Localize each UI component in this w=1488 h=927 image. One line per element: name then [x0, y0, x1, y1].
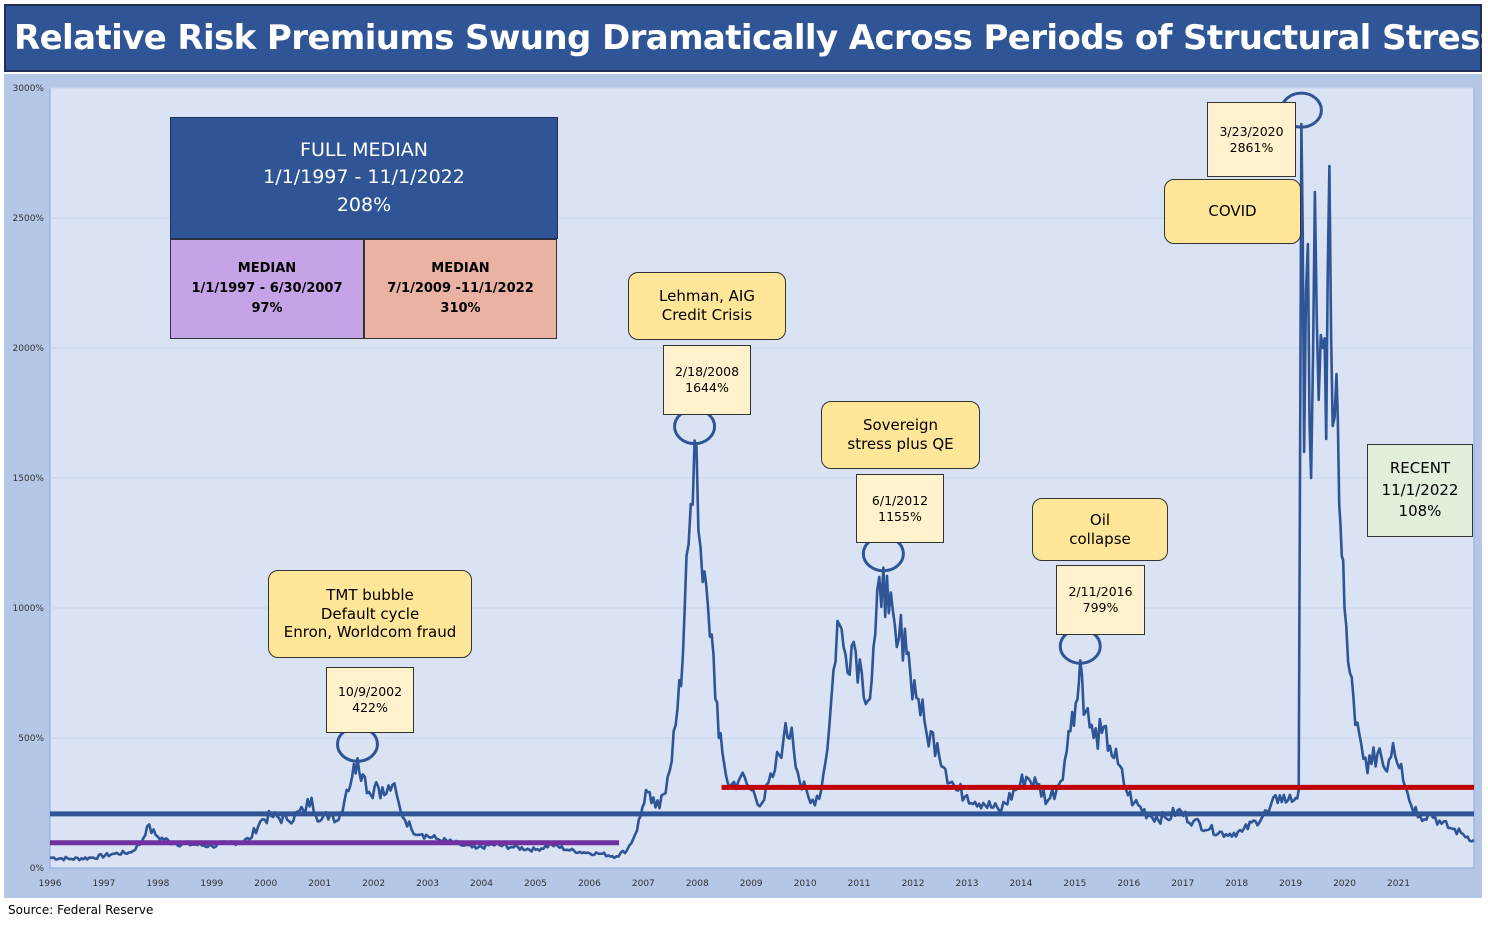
- x-tick-label: 2015: [1063, 879, 1086, 889]
- x-tick-label: 2009: [740, 879, 763, 889]
- y-tick-label: 0%: [30, 864, 45, 874]
- y-tick-label: 3000%: [13, 84, 45, 94]
- covid-callout: COVID: [1164, 179, 1301, 244]
- lehman-callout-line2: Credit Crisis: [661, 306, 753, 324]
- covid-date-box: 3/23/2020 2861%: [1207, 102, 1296, 177]
- recent-value: 108%: [1398, 502, 1442, 521]
- sovereign-value: 1155%: [878, 508, 922, 524]
- x-tick-label: 2001: [308, 879, 331, 889]
- x-tick-label: 1996: [39, 879, 62, 889]
- covid-value: 2861%: [1229, 139, 1274, 155]
- tmt-date-box: 10/9/2002 422%: [326, 667, 414, 733]
- series-line: [49, 122, 1475, 862]
- sovereign-callout: Sovereign stress plus QE: [821, 401, 980, 469]
- recent-box: RECENT 11/1/2022 108%: [1367, 444, 1473, 537]
- lehman-callout: Lehman, AIG Credit Crisis: [628, 272, 786, 340]
- chart-title: Relative Risk Premiums Swung Dramaticall…: [14, 18, 1488, 58]
- x-tick-label: 2004: [470, 879, 493, 889]
- full-median-range: 1/1/1997 - 11/1/2022: [263, 166, 465, 189]
- x-tick-label: 2021: [1387, 879, 1410, 889]
- tmt-callout: TMT bubble Default cycle Enron, Worldcom…: [268, 570, 472, 658]
- x-tick-label: 2000: [254, 879, 277, 889]
- x-tick-label: 2003: [416, 879, 439, 889]
- full-median-value: 208%: [336, 193, 392, 216]
- recent-date: 11/1/2022: [1381, 480, 1459, 499]
- lehman-date: 2/18/2008: [674, 364, 740, 380]
- y-tick-label: 2000%: [13, 344, 45, 354]
- median-late-box: MEDIAN 7/1/2009 -11/1/2022 310%: [364, 239, 557, 339]
- oil-value: 799%: [1082, 600, 1119, 615]
- lehman-value: 1644%: [685, 380, 729, 395]
- x-tick-label: 2012: [902, 879, 925, 889]
- oil-callout-line1: Oil: [1089, 510, 1111, 529]
- median-early-heading: MEDIAN: [237, 260, 297, 276]
- x-tick-label: 2019: [1279, 879, 1302, 889]
- tmt-callout-line1: TMT bubble: [326, 585, 414, 604]
- median-early-range: 1/1/1997 - 6/30/2007: [191, 280, 343, 296]
- y-tick-label: 1500%: [13, 474, 45, 484]
- x-tick-label: 1998: [146, 879, 169, 889]
- sovereign-callout-line2: stress plus QE: [847, 435, 954, 453]
- tmt-callout-line2: Default cycle: [320, 604, 420, 623]
- sovereign-date: 6/1/2012: [871, 492, 929, 508]
- title-bar: Relative Risk Premiums Swung Dramaticall…: [4, 4, 1488, 72]
- y-tick-label: 1000%: [13, 604, 45, 614]
- median-late-value: 310%: [440, 301, 481, 317]
- tmt-date: 10/9/2002: [337, 684, 403, 700]
- median-early-box: MEDIAN 1/1/1997 - 6/30/2007 97%: [170, 239, 364, 339]
- x-tick-label: 2002: [362, 879, 385, 889]
- recent-heading: RECENT: [1389, 458, 1451, 477]
- x-tick-label: 2018: [1225, 879, 1248, 889]
- source-note: Source: Federal Reserve: [8, 903, 154, 917]
- tmt-value: 422%: [352, 700, 388, 715]
- covid-callout-line1: COVID: [1208, 202, 1257, 221]
- x-tick-label: 2008: [686, 879, 709, 889]
- tmt-callout-line3: Enron, Worldcom fraud: [283, 623, 457, 642]
- x-tick-label: 2007: [632, 879, 655, 889]
- median-late-range: 7/1/2009 -11/1/2022: [387, 280, 534, 296]
- x-tick-label: 2010: [794, 879, 817, 889]
- x-tick-label: 2020: [1333, 879, 1356, 889]
- covid-date: 3/23/2020: [1219, 123, 1284, 139]
- oil-date: 2/11/2016: [1068, 584, 1133, 600]
- lehman-callout-line1: Lehman, AIG: [659, 287, 755, 306]
- x-tick-label: 1997: [92, 879, 115, 889]
- x-tick-label: 2013: [956, 879, 979, 889]
- median-late-heading: MEDIAN: [431, 260, 490, 276]
- x-tick-label: 2017: [1171, 879, 1194, 889]
- oil-callout: Oil collapse: [1032, 498, 1168, 561]
- x-tick-label: 2005: [524, 879, 547, 889]
- y-tick-label: 500%: [18, 734, 44, 744]
- oil-date-box: 2/11/2016 799%: [1056, 565, 1145, 635]
- sovereign-callout-line1: Sovereign: [862, 416, 939, 435]
- x-tick-label: 1999: [200, 879, 223, 889]
- sovereign-date-box: 6/1/2012 1155%: [856, 474, 944, 543]
- x-tick-label: 2016: [1117, 879, 1140, 889]
- x-tick-label: 2014: [1009, 879, 1032, 889]
- oil-callout-line2: collapse: [1069, 529, 1131, 548]
- median-early-value: 97%: [251, 301, 283, 317]
- lehman-date-box: 2/18/2008 1644%: [663, 345, 751, 415]
- full-median-heading: FULL MEDIAN: [300, 138, 428, 161]
- y-tick-label: 2500%: [13, 214, 45, 224]
- x-tick-label: 2006: [578, 879, 601, 889]
- full-median-box: FULL MEDIAN 1/1/1997 - 11/1/2022 208%: [170, 117, 558, 239]
- x-tick-label: 2011: [848, 879, 871, 889]
